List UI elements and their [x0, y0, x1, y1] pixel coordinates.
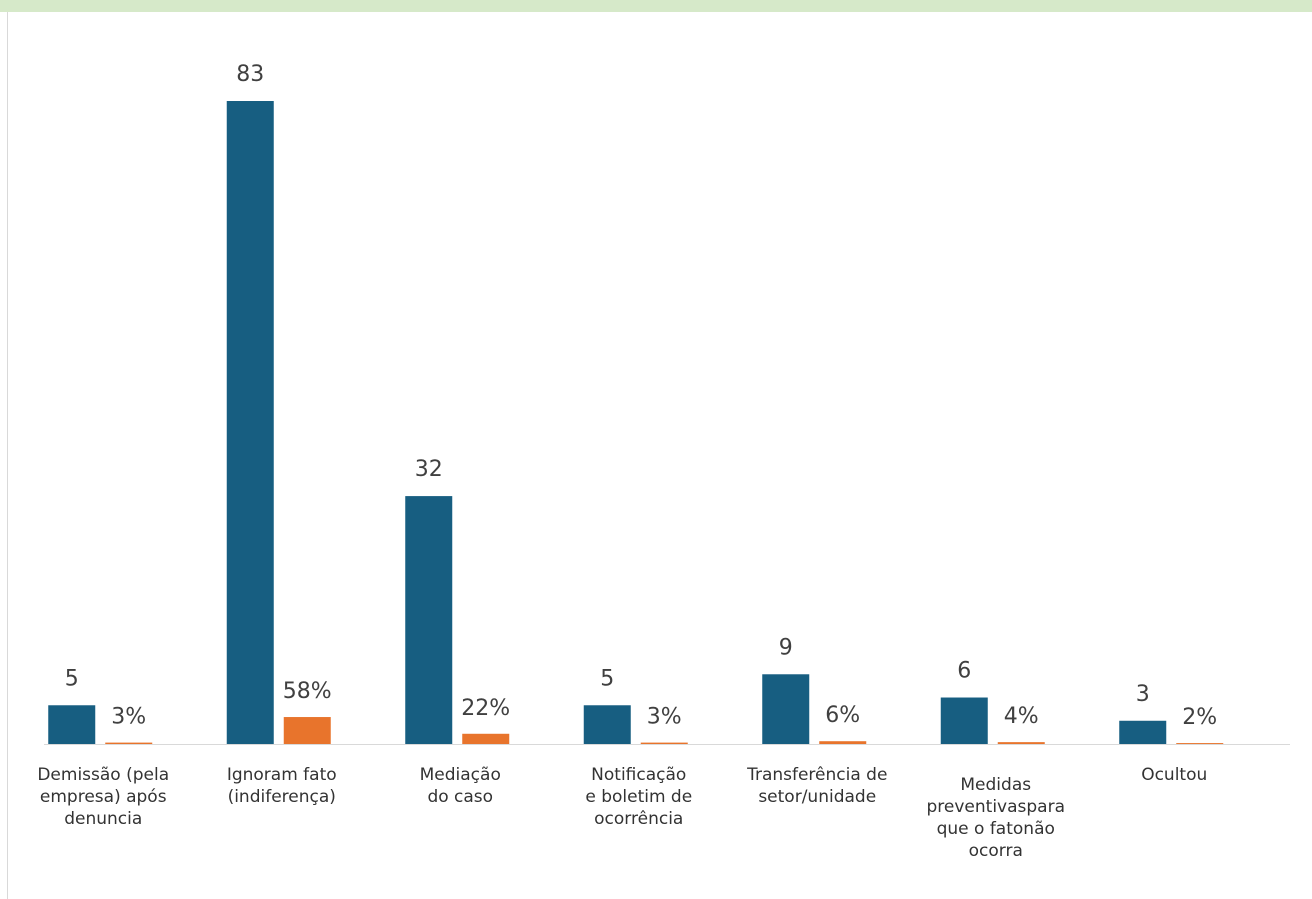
bar-percent [283, 717, 331, 744]
data-label-count: 5 [600, 666, 614, 691]
category-label: Demissão (pela empresa) após denuncia [37, 765, 170, 829]
category-label: Notificação e boletim de ocorrência [585, 765, 693, 829]
data-label-percent: 22% [461, 696, 510, 721]
data-label-percent: 58% [283, 679, 332, 704]
top-band [0, 0, 1312, 12]
bar-count [48, 705, 96, 744]
bar-count [762, 674, 810, 744]
bar-count [583, 705, 631, 744]
data-label-percent: 3% [111, 705, 146, 730]
bar-count [1119, 720, 1167, 744]
bar-percent [640, 742, 688, 744]
data-label-count: 83 [236, 62, 264, 87]
data-label-count: 9 [779, 635, 793, 660]
category-label: Ignoram fato (indiferença) [226, 765, 337, 807]
data-label-count: 5 [65, 666, 79, 691]
bar-percent [997, 742, 1045, 744]
category-label: Medidas preventivaspara que o fatonão oc… [926, 775, 1066, 861]
bar-percent [1176, 743, 1224, 744]
data-label-count: 6 [957, 659, 971, 684]
data-label-percent: 4% [1004, 704, 1039, 729]
chart-frame-border [7, 12, 8, 899]
category-label: Transferência de setor/unidade [747, 765, 888, 807]
data-label-percent: 6% [825, 703, 860, 728]
data-label-percent: 3% [647, 705, 682, 730]
category-label: Ocultou [1141, 765, 1208, 785]
bar-count [940, 697, 988, 744]
bar-count [405, 496, 453, 744]
category-label: Mediação do caso [419, 765, 501, 807]
data-label-count: 3 [1136, 682, 1150, 707]
bar-percent [462, 733, 510, 744]
bar-percent [819, 741, 867, 744]
data-label-percent: 2% [1182, 705, 1217, 730]
bar-percent [105, 742, 153, 744]
data-label-count: 32 [415, 457, 443, 482]
bar-count [226, 101, 274, 744]
